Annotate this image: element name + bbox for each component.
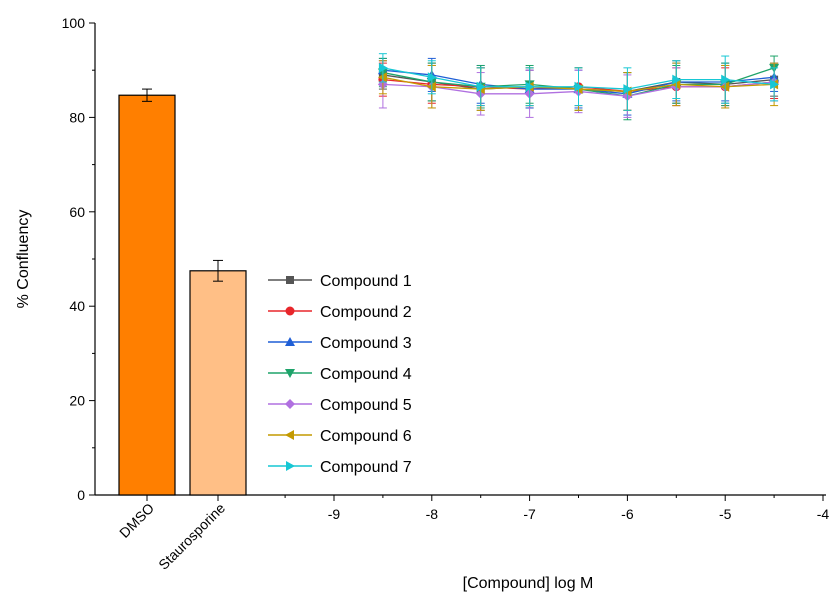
legend-item: Compound 2 <box>268 304 412 321</box>
legend-item: Compound 1 <box>268 273 412 290</box>
data-point <box>721 74 731 85</box>
y-tick-label: 100 <box>62 15 86 31</box>
data-point <box>378 62 388 73</box>
x-tick-label: -4 <box>817 506 830 522</box>
legend: Compound 1 Compound 2 Compound 3 Compound 4… <box>268 273 412 476</box>
legend-item: Compound 4 <box>268 366 412 383</box>
x-tick-label: -6 <box>621 506 634 522</box>
data-point <box>476 81 486 92</box>
x-category-label: Staurosporine <box>155 500 228 573</box>
bar-staurosporine <box>189 270 247 496</box>
legend-label: Compound 7 <box>320 459 412 476</box>
y-axis-label: % Confluency <box>15 210 32 309</box>
x-tick-label: -8 <box>426 506 439 522</box>
y-tick-label: 80 <box>69 109 85 125</box>
data-point <box>427 72 437 83</box>
legend-label: Compound 2 <box>320 304 412 321</box>
legend-marker <box>285 306 295 316</box>
legend-marker <box>286 461 295 471</box>
x-category-label: DMSO <box>116 500 157 541</box>
legend-item: Compound 7 <box>268 459 412 476</box>
bar-group <box>118 88 247 496</box>
legend-label: Compound 1 <box>320 273 412 290</box>
legend-item: Compound 3 <box>268 335 412 352</box>
x-tick-label: -9 <box>328 506 341 522</box>
data-point <box>672 74 682 85</box>
series-compound-7 <box>378 53 780 111</box>
legend-label: Compound 4 <box>320 366 412 383</box>
axes: 0 20 40 60 80 100 -9 -8 -7 -6 -5 -4 DMSOStaurosporin… <box>62 15 830 573</box>
bar-dmso <box>118 94 176 496</box>
x-tick-label: -7 <box>523 506 536 522</box>
x-axis-label: [Compound] log M <box>463 575 594 592</box>
data-point <box>525 81 535 92</box>
data-point <box>770 79 780 90</box>
series-group <box>377 53 780 121</box>
legend-marker <box>286 276 294 284</box>
y-tick-label: 0 <box>77 487 85 503</box>
data-point <box>623 84 633 95</box>
y-tick-label: 20 <box>69 393 85 409</box>
y-tick-label: 40 <box>69 298 85 314</box>
legend-item: Compound 6 <box>268 428 412 445</box>
legend-marker <box>285 369 295 378</box>
legend-item: Compound 5 <box>268 397 412 414</box>
legend-marker <box>285 430 294 440</box>
legend-label: Compound 3 <box>320 335 412 352</box>
data-point <box>574 81 584 92</box>
legend-label: Compound 5 <box>320 397 412 414</box>
x-tick-label: -5 <box>719 506 732 522</box>
legend-marker <box>285 399 295 409</box>
legend-marker <box>285 337 295 346</box>
legend-label: Compound 6 <box>320 428 412 445</box>
y-tick-label: 60 <box>69 204 85 220</box>
